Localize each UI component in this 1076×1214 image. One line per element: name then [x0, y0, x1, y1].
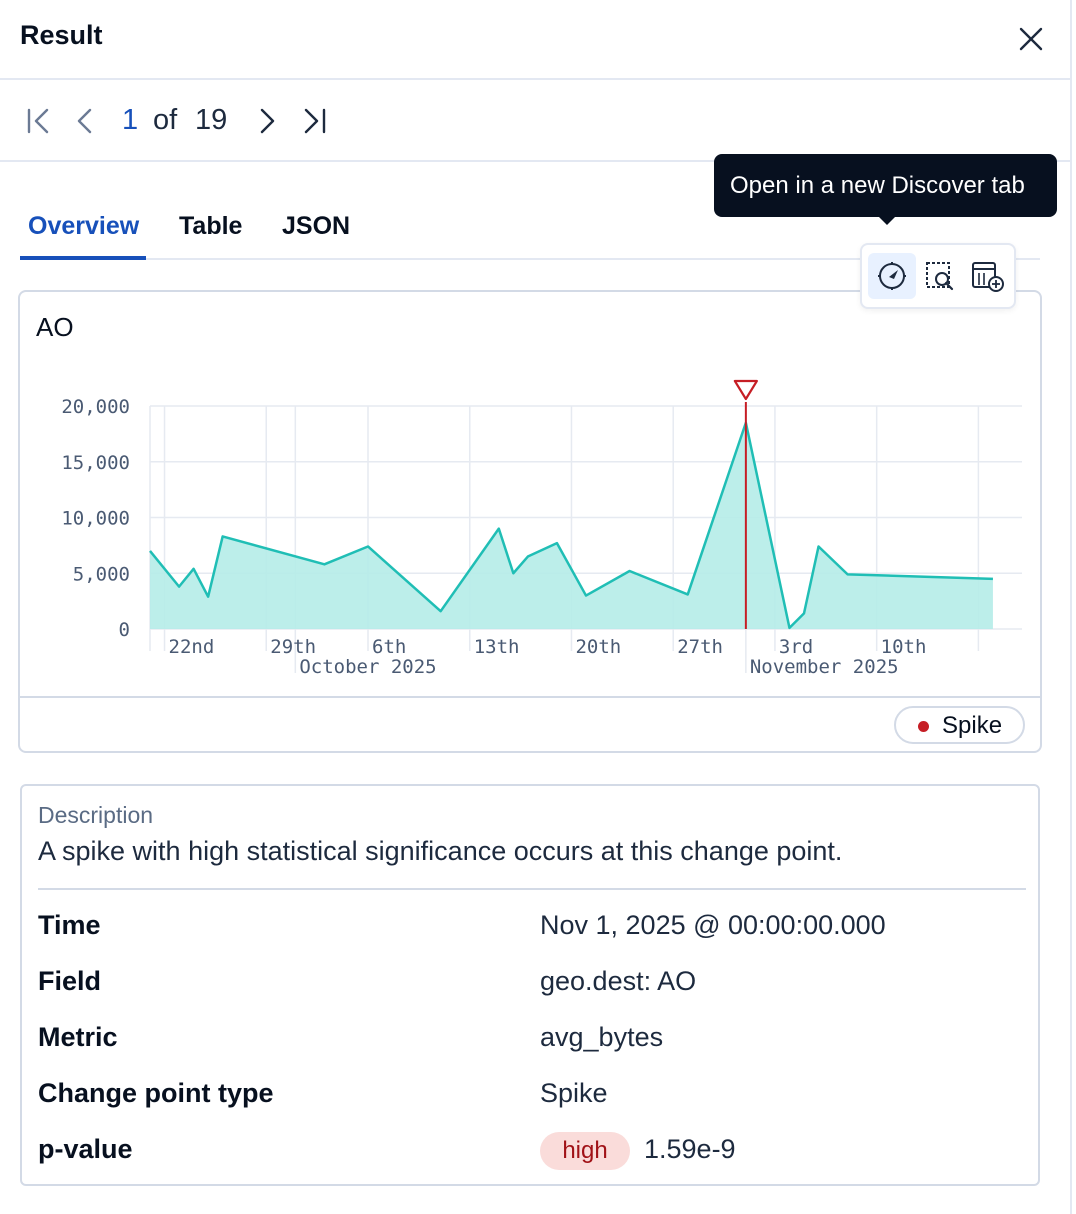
last-page-button[interactable] [298, 104, 332, 138]
flyout-title: Result [20, 20, 103, 50]
flyout-header: Result [0, 0, 1072, 80]
x-month-label: October 2025 [299, 656, 436, 678]
p-value-value: 1.59e-9 [644, 1134, 736, 1164]
chart-actions-toolbar [860, 243, 1016, 309]
compass-icon [878, 262, 906, 290]
y-tick-label: 0 [119, 619, 130, 641]
next-page-button[interactable] [250, 104, 284, 138]
x-tick-label: 3rd [779, 636, 813, 658]
previous-page-button[interactable] [68, 104, 102, 138]
chevron-left-icon [77, 108, 92, 134]
x-tick-label: 20th [575, 636, 621, 658]
time-value: Nov 1, 2025 @ 00:00:00.000 [540, 910, 886, 940]
y-tick-label: 10,000 [61, 508, 130, 530]
change-point-chart[interactable]: 20,000 15,000 10,000 5,000 0 22nd 29th 6th 13th 2… [20, 292, 1040, 698]
chart-title: AO [36, 312, 74, 342]
x-tick-label: 29th [270, 636, 316, 658]
x-tick-label: 6th [372, 636, 406, 658]
spike-legend-badge[interactable]: Spike [894, 706, 1025, 744]
tooltip-arrow [876, 214, 898, 225]
tab-bar: Overview Table JSON [20, 200, 1040, 260]
divider [38, 888, 1026, 890]
tab-overview[interactable]: Overview [28, 212, 140, 240]
spike-dot-icon [918, 721, 929, 732]
x-tick-label: 10th [881, 636, 927, 658]
tab-json[interactable]: JSON [282, 212, 351, 240]
series-area [150, 422, 993, 629]
inspect-button[interactable] [916, 253, 964, 299]
chart-container: AO 20,000 15,000 10,000 5,000 0 22nd 29th 6th 13… [20, 292, 1040, 698]
tab-table[interactable]: Table [179, 212, 243, 240]
field-label: Field [38, 966, 102, 996]
first-page-button[interactable] [22, 104, 56, 138]
significance-badge: high [540, 1132, 630, 1170]
y-tick-label: 5,000 [73, 563, 130, 585]
change-point-type-value: Spike [540, 1078, 608, 1108]
metric-label: Metric [38, 1022, 118, 1052]
p-value-label: p-value [38, 1134, 133, 1164]
current-page: 1 [122, 104, 139, 136]
pagination: 1 of 19 [0, 82, 1072, 162]
add-to-dashboard-icon [972, 262, 1004, 292]
spike-marker-icon [733, 379, 758, 401]
tooltip: Open in a new Discover tab [714, 154, 1057, 217]
inspect-icon [926, 262, 954, 291]
page-of-label: of [153, 104, 178, 136]
x-tick-label: 13th [474, 636, 520, 658]
chevron-right-icon [260, 108, 275, 134]
y-tick-label: 20,000 [61, 396, 130, 418]
last-page-icon [304, 108, 326, 134]
metric-value: avg_bytes [540, 1022, 664, 1052]
change-point-type-label: Change point type [38, 1078, 274, 1108]
x-tick-label: 22nd [169, 636, 215, 658]
x-month-label: November 2025 [750, 656, 899, 678]
first-page-icon [27, 108, 49, 134]
close-icon [1019, 27, 1043, 51]
legend-label: Spike [942, 712, 1003, 739]
chart-panel: AO 20,000 15,000 10,000 5,000 0 22nd 29th 6th 13… [18, 290, 1042, 753]
close-button[interactable] [1010, 18, 1052, 60]
total-pages: 19 [195, 104, 228, 136]
add-to-dashboard-button[interactable] [964, 253, 1012, 299]
details-panel: Description A spike with high statistica… [20, 784, 1040, 1186]
y-tick-label: 15,000 [61, 452, 130, 474]
description-label: Description [38, 802, 154, 828]
active-tab-indicator [20, 256, 146, 260]
time-label: Time [38, 910, 101, 940]
x-tick-label: 27th [677, 636, 723, 658]
description-text: A spike with high statistical significan… [38, 836, 843, 866]
field-value: geo.dest: AO [540, 966, 697, 996]
open-in-discover-button[interactable] [868, 253, 916, 299]
